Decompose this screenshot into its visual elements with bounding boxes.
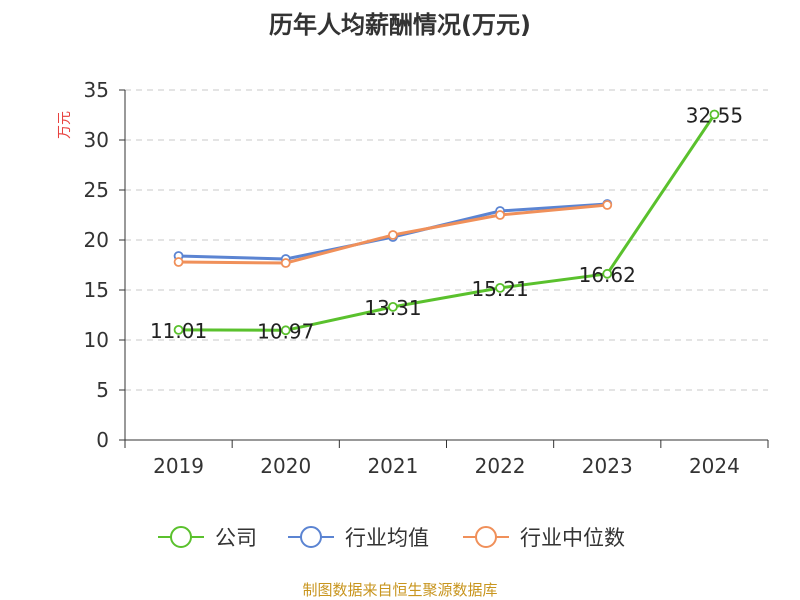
- data-point: [602, 268, 613, 279]
- data-label: 16.62: [579, 263, 636, 287]
- y-tick-label: 30: [84, 128, 109, 152]
- legend-label: 行业均值: [345, 526, 429, 550]
- y-tick-label: 35: [84, 78, 109, 102]
- data-label: 11.01: [150, 319, 207, 343]
- data-point: [388, 230, 398, 240]
- data-point: [388, 301, 398, 312]
- y-tick-label: 20: [84, 228, 109, 252]
- legend-swatch-marker: [170, 526, 192, 548]
- data-point: [173, 257, 184, 267]
- y-tick-label: 0: [96, 428, 109, 452]
- data-point: [280, 258, 291, 268]
- y-tick-labels: 0 5 10 15 20 25 30 35: [84, 78, 109, 452]
- x-tick-label: 2020: [260, 454, 311, 478]
- y-axis-label: 万元: [57, 111, 73, 139]
- x-tick-label: 2024: [689, 454, 740, 478]
- x-tick-label: 2022: [475, 454, 526, 478]
- legend: 公司 行业均值 行业中位数: [158, 526, 625, 550]
- x-tick-labels: 2019 2020 2021 2022 2023 2024: [153, 454, 740, 478]
- data-labels: 11.01 10.97 13.31 15.21 16.62 32.55: [150, 104, 743, 344]
- legend-item[interactable]: 行业均值: [288, 526, 429, 550]
- legend-item[interactable]: 行业中位数: [463, 526, 625, 550]
- x-tick-label: 2021: [367, 454, 418, 478]
- data-point: [495, 210, 505, 220]
- x-tick-label: 2019: [153, 454, 204, 478]
- y-tick-label: 10: [84, 328, 109, 352]
- data-point: [709, 109, 720, 120]
- legend-item[interactable]: 公司: [158, 526, 257, 550]
- source-note: 制图数据来自恒生聚源数据库: [302, 581, 497, 599]
- data-label: 13.31: [364, 296, 421, 320]
- data-label: 10.97: [257, 319, 314, 343]
- series-line: [178, 113, 716, 332]
- legend-label: 行业中位数: [520, 526, 625, 550]
- y-tick-label: 25: [84, 178, 109, 202]
- data-point: [173, 324, 184, 335]
- y-tick-label: 5: [96, 378, 109, 402]
- data-point: [602, 200, 613, 210]
- axes: [119, 89, 769, 448]
- grid-lines: [125, 89, 768, 391]
- data-point: [280, 325, 291, 336]
- legend-swatch-marker: [475, 526, 497, 548]
- data-label: 32.55: [686, 104, 743, 128]
- series-lines: [173, 109, 720, 336]
- y-tick-label: 15: [84, 278, 109, 302]
- legend-swatch-marker: [300, 526, 322, 548]
- data-label: 15.21: [471, 277, 528, 301]
- legend-label: 公司: [215, 526, 257, 550]
- chart-title: 历年人均薪酬情况(万元): [269, 11, 531, 39]
- data-point: [495, 282, 505, 293]
- x-tick-label: 2023: [582, 454, 633, 478]
